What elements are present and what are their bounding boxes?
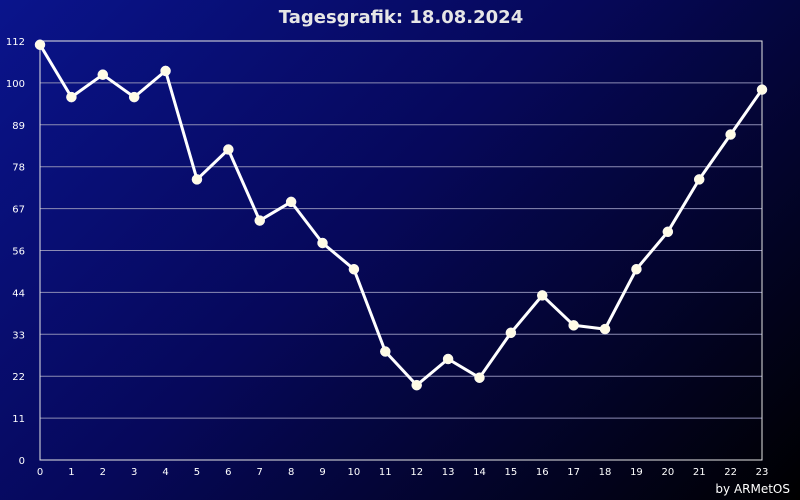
x-tick-label: 13	[442, 467, 455, 478]
x-tick-label: 19	[630, 467, 643, 478]
y-tick-label: 67	[12, 205, 25, 216]
data-point	[128, 91, 140, 103]
data-point	[254, 215, 265, 226]
data-point	[693, 174, 705, 185]
data-point	[34, 39, 46, 50]
y-tick-label: 22	[12, 372, 25, 383]
y-tick-label: 100	[6, 79, 25, 90]
x-tick-label: 1	[68, 467, 74, 478]
data-point	[285, 196, 297, 208]
x-tick-label: 9	[319, 467, 325, 478]
data-point	[317, 237, 328, 249]
x-tick-label: 14	[473, 467, 486, 478]
series-layer	[34, 39, 768, 391]
x-tick-label: 12	[410, 467, 423, 478]
y-tick-label: 56	[12, 247, 25, 258]
y-tick-label: 112	[6, 37, 25, 48]
x-tick-label: 8	[288, 467, 294, 478]
data-point	[631, 263, 642, 275]
x-tick-label: 17	[567, 467, 580, 478]
x-tick-label: 0	[37, 467, 43, 478]
x-tick-label: 3	[131, 467, 137, 478]
x-tick-label: 2	[100, 467, 106, 478]
data-point	[756, 84, 768, 95]
x-tick-label: 4	[162, 467, 168, 478]
data-point	[537, 290, 548, 301]
x-tick-label: 11	[379, 467, 392, 478]
data-point	[505, 327, 517, 339]
x-tick-label: 22	[724, 467, 737, 478]
data-point	[348, 263, 360, 275]
y-tick-label: 11	[12, 414, 25, 425]
y-tick-label: 89	[12, 121, 25, 132]
x-tick-label: 18	[599, 467, 612, 478]
data-point	[599, 323, 611, 335]
x-tick-label: 7	[257, 467, 263, 478]
x-tick-label: 15	[505, 467, 518, 478]
grid-lines	[40, 82, 762, 419]
x-tick-label: 5	[194, 467, 200, 478]
y-tick-label: 33	[12, 330, 25, 341]
data-point	[223, 144, 234, 155]
plot-frame	[39, 40, 763, 461]
x-tick-label: 21	[693, 467, 706, 478]
y-tick-label: 78	[12, 163, 25, 174]
series-line	[38, 43, 764, 387]
y-axis-ticks: 0 11 22 33 44 56 67 78 89 100 112	[6, 37, 25, 467]
y-tick-label: 0	[19, 456, 25, 467]
data-point	[160, 65, 171, 77]
data-point	[380, 346, 391, 357]
data-point	[411, 379, 422, 391]
x-tick-label: 20	[661, 467, 674, 478]
credit-text: by ARMetOS	[715, 482, 790, 496]
data-point	[568, 320, 579, 331]
data-point	[662, 226, 674, 238]
data-point	[191, 174, 203, 185]
data-point	[725, 129, 736, 140]
y-tick-label: 44	[12, 288, 25, 299]
x-tick-label: 10	[348, 467, 361, 478]
x-axis-ticks: 0 1 2 3 4 5 6 7 8 9 10 11 12 13 14 15 16 17 18 19 20 21 22 23	[37, 467, 769, 478]
x-tick-label: 23	[756, 467, 769, 478]
data-point	[66, 91, 77, 103]
chart-title: Tagesgrafik: 18.08.2024	[279, 7, 523, 28]
data-point	[97, 69, 109, 80]
x-tick-label: 16	[536, 467, 549, 478]
x-tick-label: 6	[225, 467, 231, 478]
data-point	[474, 372, 485, 383]
data-point	[442, 353, 454, 365]
